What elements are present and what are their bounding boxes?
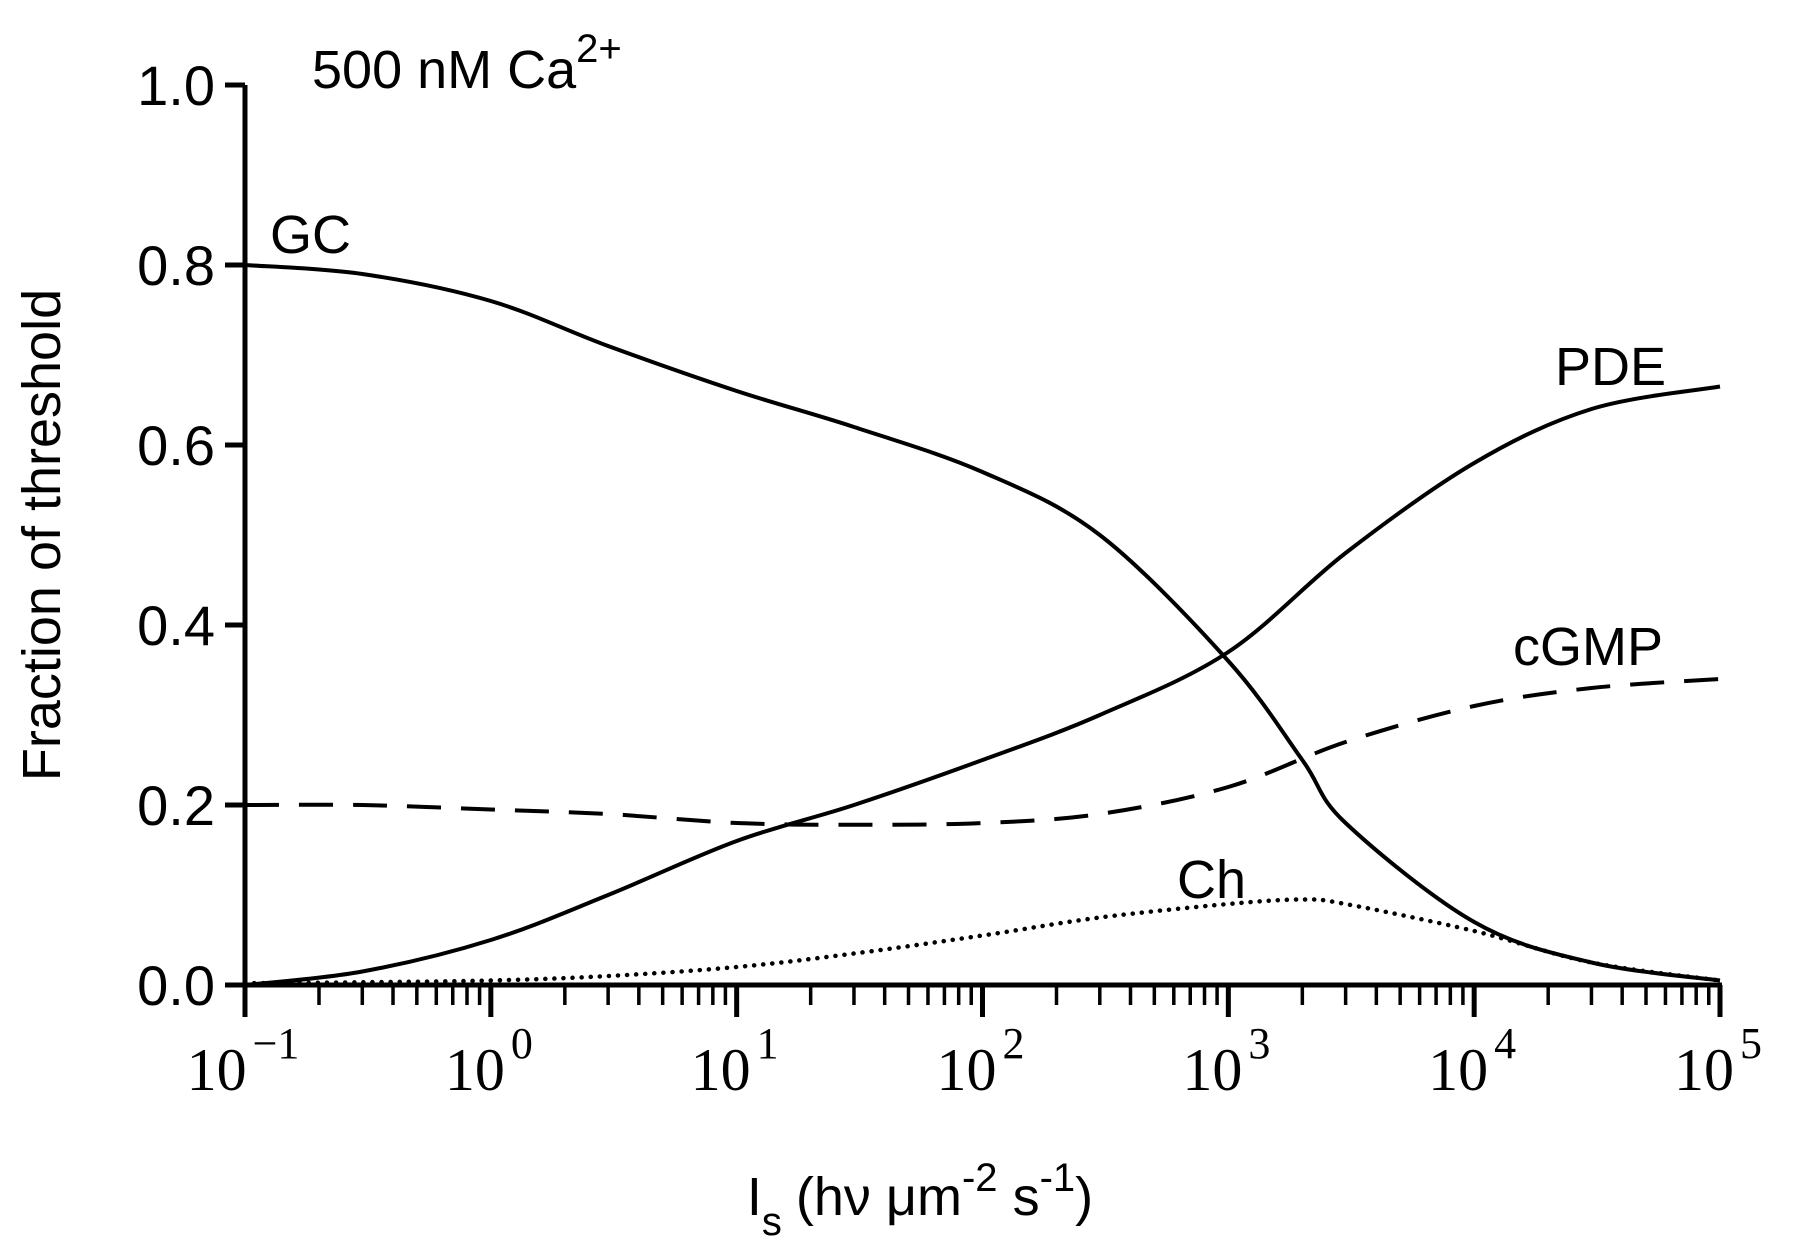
series-label-ch: Ch [1177,850,1246,910]
y-tick-label: 0.0 [137,954,215,1017]
chart-title: 500 nM Ca2+ [312,27,622,100]
y-tick-label: 0.6 [137,414,215,477]
x-axis-label-sup2: -1 [1040,1156,1076,1200]
x-axis-label-units-a: (hν μm [796,1167,962,1227]
x-tick-label: 10 3 [1182,1019,1270,1103]
y-tick-label: 0.8 [137,234,215,297]
y-tick-label: 1.0 [137,54,215,117]
series-line-ch [242,897,1723,986]
x-axis-label-units-b: s [998,1167,1040,1227]
axes [242,85,1722,988]
series-label-gc: GC [270,205,351,265]
labels: 500 nM Ca2+ Fraction of threshold Is (hν … [12,27,1666,1244]
series-label-pde: PDE [1555,337,1666,397]
x-axis-label-subscript: s [762,1200,782,1244]
series-line-pde [244,384,1721,987]
series-line-gc [244,263,1721,983]
x-tick-label: 10 −1 [187,1019,300,1103]
x-tick-label: 10 0 [445,1019,533,1103]
y-tick-label: 0.4 [137,594,215,657]
y-tick-label: 0.2 [137,774,215,837]
x-tick-label: 10 5 [1674,1019,1762,1103]
y-axis-label: Fraction of threshold [12,289,72,781]
x-axis-label-units-c: ) [1075,1167,1093,1227]
chart-title-main: 500 nM Ca [312,40,577,100]
x-tick-label: 10 4 [1428,1019,1516,1103]
x-axis-label: Is (hν μm-2 s-1) [747,1156,1093,1244]
series-line-cgmp [244,677,1721,827]
x-axis-label-main: I [747,1167,762,1227]
series-label-cgmp: cGMP [1513,617,1663,677]
chart-title-superscript: 2+ [576,27,622,71]
ticks: 0.0 0.2 0.4 0.6 0.8 1.0 10 −1 10 0 10 1 10 2 10 3 10 4 10 5 [137,54,1762,1103]
x-tick-label: 10 1 [691,1019,779,1103]
curves [242,263,1723,987]
x-axis-label-sup1: -2 [962,1156,998,1200]
x-tick-label: 10 2 [937,1019,1025,1103]
